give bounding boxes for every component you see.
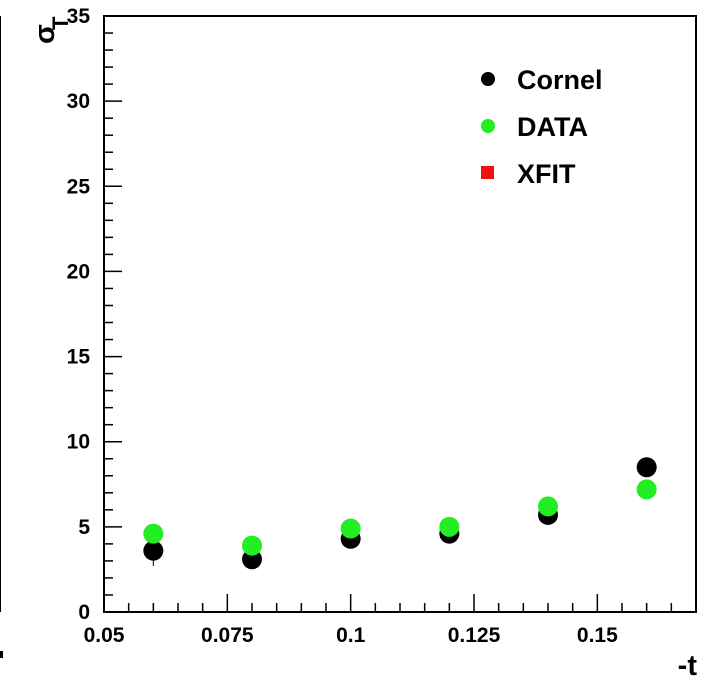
data-point-data	[538, 496, 558, 517]
legend-label-xfit: XFIT	[517, 159, 576, 189]
y-axis-subscript: T	[48, 16, 73, 30]
legend-label-cornel: Cornel	[517, 65, 603, 95]
x-tick-label: 0.125	[448, 624, 501, 647]
data-marks	[143, 457, 657, 570]
data-point-cornel	[143, 540, 164, 561]
y-tick-label: 15	[67, 346, 91, 369]
y-tick-label: 5	[78, 516, 90, 539]
y-tick-label: 20	[67, 260, 90, 283]
legend-marker-data	[481, 119, 495, 133]
y-axis-symbol: σ	[29, 24, 61, 44]
data-point-cornel	[636, 457, 657, 478]
axis-ticks	[103, 15, 697, 613]
y-tick-label: 25	[67, 175, 91, 198]
x-axis-title: -t	[678, 650, 698, 682]
data-point-data	[636, 479, 657, 500]
plot-frame	[103, 15, 697, 613]
y-tick-label: 30	[67, 90, 90, 113]
y-tick-label: 10	[67, 431, 90, 454]
x-tick-label: 0.15	[577, 624, 618, 647]
x-tick-label: 0.05	[84, 624, 125, 647]
axis-tick-labels: 0 5 10 15 20 25 30 35 0.05 0.075 0.1 0.125 0.15	[67, 5, 618, 647]
y-tick-label: 0	[78, 601, 90, 624]
legend: Cornel DATA XFIT	[481, 65, 603, 189]
y-tick-label: 35	[67, 5, 91, 28]
data-point-data	[340, 518, 361, 539]
x-tick-label: 0.1	[336, 624, 366, 647]
legend-marker-cornel	[481, 72, 495, 86]
data-point-data	[242, 535, 262, 556]
y-axis-title: σ T	[29, 16, 73, 44]
left-panel-remnant	[0, 651, 3, 658]
data-point-data	[143, 523, 164, 544]
legend-marker-xfit	[481, 166, 494, 179]
x-tick-label: 0.075	[201, 624, 254, 647]
legend-label-data: DATA	[517, 112, 588, 142]
data-point-data	[439, 516, 460, 537]
